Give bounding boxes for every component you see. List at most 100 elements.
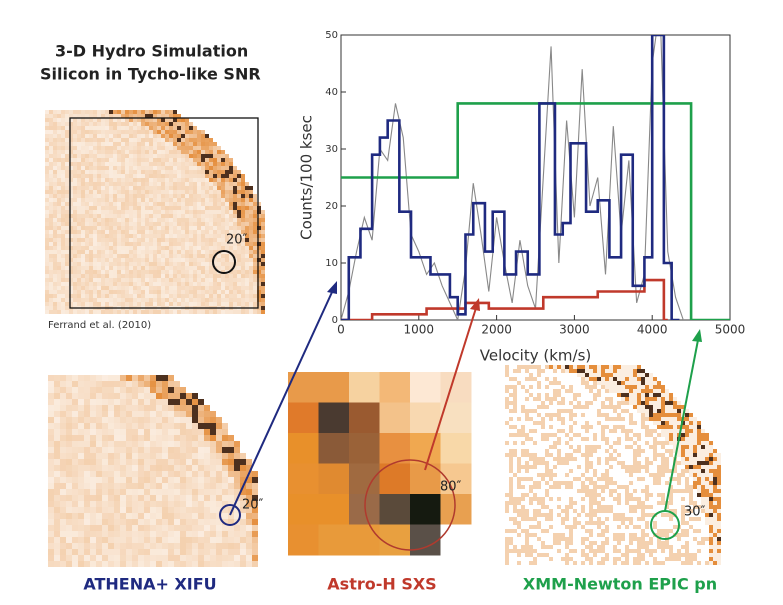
pixel	[137, 298, 141, 302]
pixel	[149, 302, 153, 306]
pixel	[153, 290, 157, 294]
pixel	[561, 461, 565, 465]
pixel	[597, 501, 601, 505]
pixel	[553, 441, 557, 445]
pixel	[177, 178, 181, 182]
pixel	[693, 441, 697, 445]
pixel	[78, 561, 84, 567]
pixel	[150, 465, 156, 471]
pixel	[545, 513, 549, 517]
pixel	[105, 278, 109, 282]
pixel	[565, 433, 569, 437]
pixel	[209, 250, 213, 254]
pixel	[141, 238, 145, 242]
pixel	[145, 202, 149, 206]
pixel	[234, 483, 240, 489]
pixel	[105, 210, 109, 214]
pixel	[585, 445, 589, 449]
pixel	[121, 146, 125, 150]
pixel	[661, 469, 665, 473]
pixel	[153, 186, 157, 190]
pixel	[141, 290, 145, 294]
pixel	[129, 210, 133, 214]
pixel	[73, 202, 77, 206]
pixel	[189, 262, 193, 266]
pixel	[85, 158, 89, 162]
pixel	[709, 489, 713, 493]
pixel	[641, 537, 645, 541]
pixel	[181, 286, 185, 290]
pixel	[141, 118, 145, 122]
pixel	[101, 122, 105, 126]
pixel	[189, 134, 193, 138]
pixel	[198, 465, 204, 471]
pixel	[144, 375, 150, 381]
pixel	[709, 477, 713, 481]
pixel	[625, 369, 629, 373]
pixel	[169, 210, 173, 214]
pixel	[217, 282, 221, 286]
pixel	[73, 158, 77, 162]
pixel	[125, 286, 129, 290]
pixel	[138, 381, 144, 387]
pixel	[77, 186, 81, 190]
pixel	[705, 537, 709, 541]
pixel	[53, 210, 57, 214]
pixel	[581, 537, 585, 541]
pixel	[169, 206, 173, 210]
pixel	[169, 170, 173, 174]
pixel	[240, 537, 246, 543]
pixel	[685, 437, 689, 441]
pixel	[717, 489, 721, 493]
pixel	[150, 447, 156, 453]
pixel	[165, 186, 169, 190]
pixel	[69, 258, 73, 262]
pixel	[53, 270, 57, 274]
pixel	[225, 286, 229, 290]
pixel	[169, 114, 173, 118]
pixel	[53, 114, 57, 118]
pixel	[48, 441, 54, 447]
pixel	[132, 453, 138, 459]
pixel	[65, 198, 69, 202]
pixel	[197, 226, 201, 230]
pixel	[145, 214, 149, 218]
pixel	[669, 453, 673, 457]
pixel	[169, 290, 173, 294]
pixel	[156, 555, 162, 561]
pixel	[189, 250, 193, 254]
pixel	[673, 425, 677, 429]
pixel	[137, 282, 141, 286]
pixel	[49, 186, 53, 190]
pixel	[222, 549, 228, 555]
pixel	[213, 142, 217, 146]
pixel	[593, 497, 597, 501]
pixel	[653, 453, 657, 457]
pixel	[90, 513, 96, 519]
pixel	[93, 258, 97, 262]
pixel	[65, 174, 69, 178]
pixel	[81, 266, 85, 270]
pixel	[161, 118, 165, 122]
pixel	[549, 497, 553, 501]
pixel	[85, 134, 89, 138]
pixel	[177, 194, 181, 198]
pixel	[72, 495, 78, 501]
pixel	[585, 537, 589, 541]
pixel	[137, 114, 141, 118]
pixel	[180, 555, 186, 561]
pixel	[114, 447, 120, 453]
pixel	[73, 270, 77, 274]
pixel	[108, 507, 114, 513]
pixel	[217, 210, 221, 214]
pixel	[109, 130, 113, 134]
pixel	[141, 270, 145, 274]
pixel	[141, 222, 145, 226]
pixel	[96, 429, 102, 435]
pixel	[216, 555, 222, 561]
pixel	[533, 509, 537, 513]
pixel	[165, 130, 169, 134]
pixel	[129, 114, 133, 118]
pixel	[645, 409, 649, 413]
pixel	[169, 310, 173, 314]
